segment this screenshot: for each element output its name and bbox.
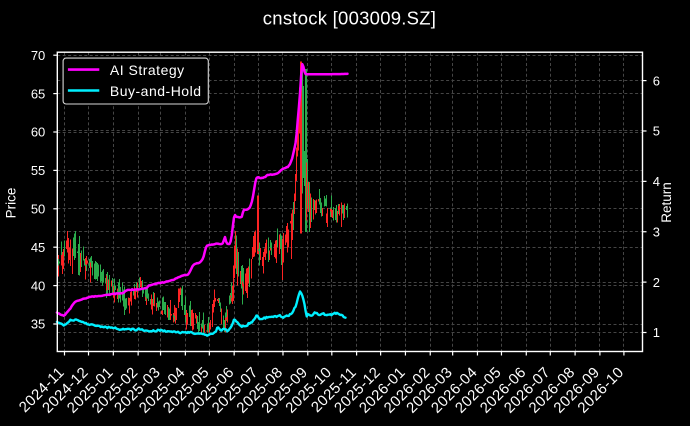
svg-text:50: 50 bbox=[31, 202, 45, 217]
svg-text:3: 3 bbox=[653, 224, 660, 239]
svg-text:70: 70 bbox=[31, 48, 45, 63]
svg-text:2: 2 bbox=[653, 275, 660, 290]
svg-text:65: 65 bbox=[31, 86, 45, 101]
svg-text:40: 40 bbox=[31, 278, 45, 293]
svg-text:Return: Return bbox=[659, 182, 674, 223]
svg-text:4: 4 bbox=[653, 174, 660, 189]
svg-text:35: 35 bbox=[31, 317, 45, 332]
svg-text:5: 5 bbox=[653, 124, 660, 139]
svg-text:60: 60 bbox=[31, 125, 45, 140]
svg-text:1: 1 bbox=[653, 325, 660, 340]
svg-text:55: 55 bbox=[31, 163, 45, 178]
svg-text:AI Strategy: AI Strategy bbox=[110, 62, 185, 78]
svg-text:Price: Price bbox=[4, 188, 19, 219]
svg-text:Buy-and-Hold: Buy-and-Hold bbox=[110, 83, 202, 99]
svg-text:6: 6 bbox=[653, 73, 660, 88]
svg-text:cnstock [003009.SZ]: cnstock [003009.SZ] bbox=[263, 7, 436, 28]
svg-text:45: 45 bbox=[31, 240, 45, 255]
